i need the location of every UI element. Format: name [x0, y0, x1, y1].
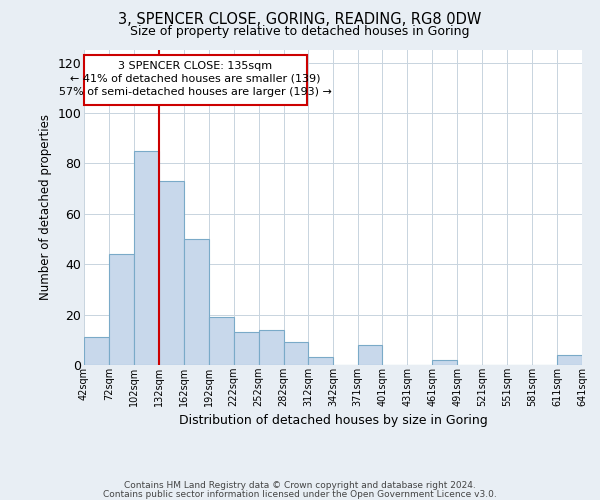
Bar	[84, 338, 109, 365]
Text: Contains HM Land Registry data © Crown copyright and database right 2024.: Contains HM Land Registry data © Crown c…	[124, 481, 476, 490]
Text: Contains public sector information licensed under the Open Government Licence v3: Contains public sector information licen…	[103, 490, 497, 499]
Bar	[184, 239, 209, 365]
Bar	[134, 151, 159, 365]
Bar	[557, 355, 582, 365]
Bar	[259, 330, 284, 365]
Bar	[233, 332, 259, 365]
Text: 57% of semi-detached houses are larger (193) →: 57% of semi-detached houses are larger (…	[59, 86, 332, 97]
Bar	[159, 181, 184, 365]
FancyBboxPatch shape	[84, 55, 307, 106]
Bar	[284, 342, 308, 365]
Text: 3 SPENCER CLOSE: 135sqm: 3 SPENCER CLOSE: 135sqm	[118, 62, 272, 72]
Bar	[308, 358, 334, 365]
Bar	[433, 360, 457, 365]
Y-axis label: Number of detached properties: Number of detached properties	[39, 114, 52, 300]
Text: 3, SPENCER CLOSE, GORING, READING, RG8 0DW: 3, SPENCER CLOSE, GORING, READING, RG8 0…	[118, 12, 482, 28]
Text: ← 41% of detached houses are smaller (139): ← 41% of detached houses are smaller (13…	[70, 74, 320, 84]
Bar	[358, 345, 382, 365]
Bar	[109, 254, 134, 365]
Bar	[209, 317, 233, 365]
X-axis label: Distribution of detached houses by size in Goring: Distribution of detached houses by size …	[179, 414, 487, 427]
Text: Size of property relative to detached houses in Goring: Size of property relative to detached ho…	[130, 25, 470, 38]
